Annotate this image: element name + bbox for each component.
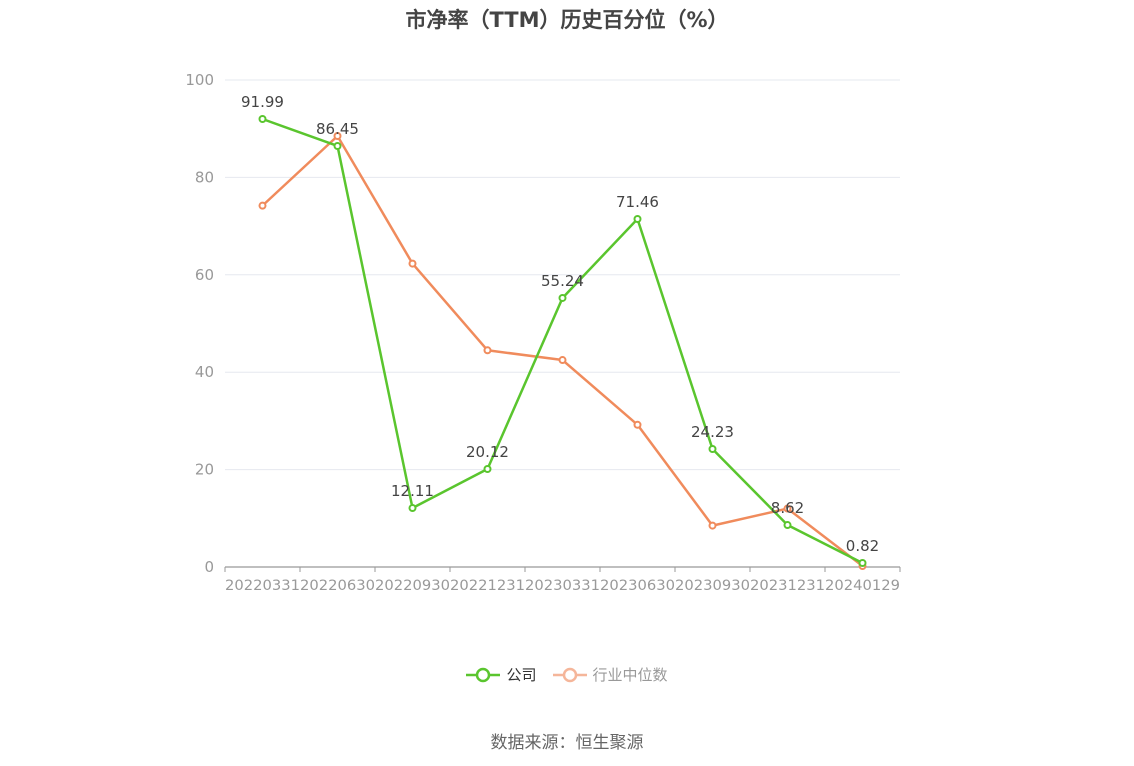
- y-tick-label: 0: [204, 558, 214, 576]
- data-point: [783, 504, 792, 513]
- series-line: [262, 117, 864, 565]
- data-point: [408, 504, 417, 513]
- y-tick-label: 40: [195, 363, 214, 381]
- legend: 公司 行业中位数: [0, 664, 1134, 685]
- data-point: [333, 141, 342, 150]
- x-tick-label: 20221231: [450, 578, 525, 594]
- y-tick-label: 100: [185, 71, 214, 89]
- data-labels: 91.99 86.45 12.11 20.12 55.24 71.46 24.23 8.62 0…: [241, 93, 879, 555]
- data-label: 0.82: [846, 537, 879, 555]
- x-tick-label: 20220331: [225, 578, 300, 594]
- x-tick-label: 20230630: [600, 578, 675, 594]
- data-label: 86.45: [316, 120, 359, 138]
- legend-label: 公司: [506, 666, 537, 684]
- axes: 0 20 40 60 80 100 20220331 20220630 20220930 2022…: [185, 71, 901, 594]
- data-label: 8.62: [771, 499, 804, 517]
- legend-swatch-icon: [552, 667, 587, 682]
- data-point: [408, 259, 417, 268]
- data-point: [633, 214, 642, 223]
- data-label: 55.24: [541, 272, 584, 290]
- x-tick-label: 20230930: [675, 578, 750, 594]
- data-point: [258, 115, 267, 124]
- data-point: [558, 293, 567, 302]
- y-tick-label: 20: [195, 461, 214, 479]
- legend-swatch-icon: [466, 667, 501, 682]
- y-tick-label: 60: [195, 266, 214, 284]
- x-tick-label: 20220630: [300, 578, 375, 594]
- grid-lines: [225, 79, 900, 471]
- data-point: [558, 356, 567, 365]
- legend-label: 行业中位数: [592, 666, 668, 684]
- legend-item[interactable]: 行业中位数: [552, 664, 668, 685]
- data-point: [858, 559, 867, 568]
- data-label: 71.46: [616, 193, 659, 211]
- data-label: 91.99: [241, 93, 284, 111]
- x-tick-label: 20240129: [825, 578, 900, 594]
- data-point: [483, 346, 492, 355]
- data-point: [708, 521, 717, 530]
- data-point: [258, 201, 267, 210]
- data-point: [333, 132, 342, 141]
- source-note: 数据来源：恒生聚源: [490, 733, 644, 753]
- x-tick-label: 20230331: [525, 578, 600, 594]
- data-label: 12.11: [391, 482, 434, 500]
- x-tick-label: 20231231: [750, 578, 825, 594]
- line-chart: 0 20 40 60 80 100 20220331 20220630 20220930 2022…: [185, 71, 901, 594]
- y-tick-label: 80: [195, 168, 214, 186]
- chart-title: 市净率（TTM）历史百分位（%）: [405, 8, 729, 32]
- data-point: [708, 444, 717, 453]
- data-point: [783, 521, 792, 530]
- data-point: [633, 420, 642, 429]
- legend-item[interactable]: 公司: [466, 664, 537, 685]
- x-tick-label: 20220930: [375, 578, 450, 594]
- series-lines: [258, 115, 867, 571]
- data-point: [483, 465, 492, 474]
- data-label: 24.23: [691, 423, 734, 441]
- data-label: 20.12: [466, 443, 509, 461]
